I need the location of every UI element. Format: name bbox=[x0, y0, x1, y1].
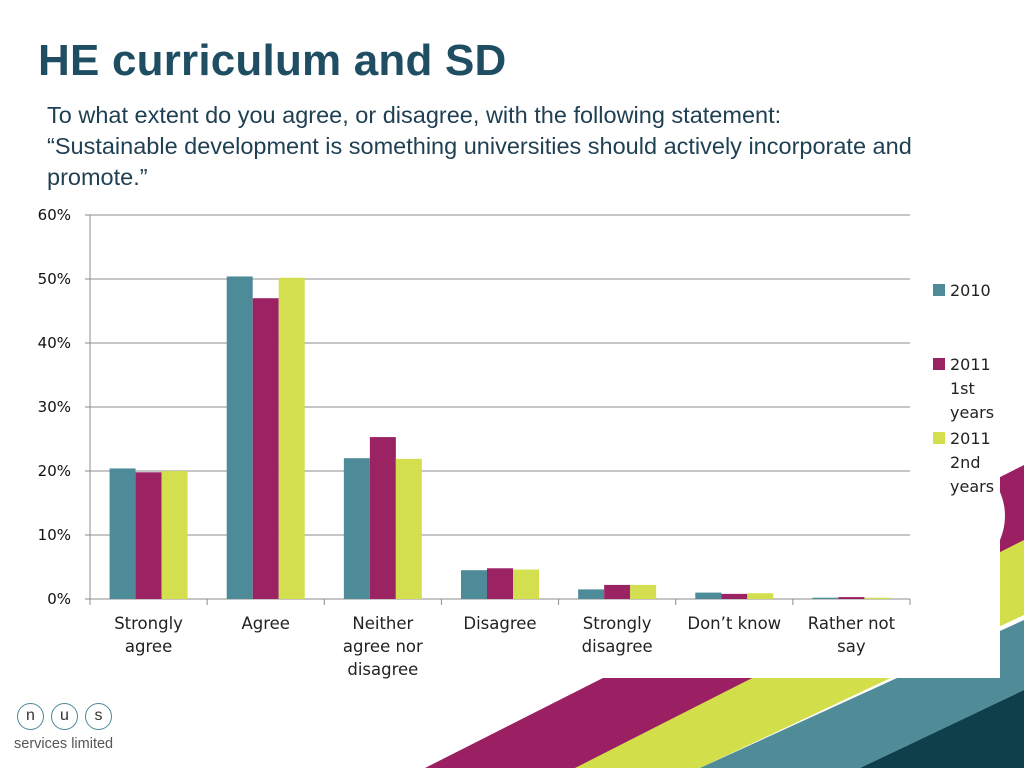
bar bbox=[461, 570, 487, 599]
stripe-dark bbox=[860, 690, 1024, 768]
x-category-label: Agree bbox=[241, 614, 290, 633]
bar bbox=[395, 458, 422, 599]
legend-swatch bbox=[933, 284, 945, 296]
y-tick-label: 0% bbox=[47, 590, 71, 608]
logo-letter-u: u bbox=[51, 703, 78, 730]
bar bbox=[812, 597, 839, 599]
bar bbox=[721, 593, 748, 599]
y-tick-label: 30% bbox=[38, 398, 71, 416]
question-line: “Sustainable development is something un… bbox=[47, 133, 912, 159]
x-category-label: Disagree bbox=[463, 614, 536, 633]
question-line: To what extent do you agree, or disagree… bbox=[47, 102, 782, 128]
page-title: HE curriculum and SD bbox=[38, 36, 507, 85]
bar bbox=[369, 437, 396, 599]
y-tick-label: 50% bbox=[38, 270, 71, 288]
legend-swatch bbox=[933, 432, 945, 444]
x-category-label: Don’t know bbox=[687, 614, 781, 633]
bar bbox=[513, 569, 539, 599]
bar bbox=[747, 593, 774, 599]
y-tick-label: 60% bbox=[38, 206, 71, 224]
bar bbox=[252, 298, 279, 599]
bar bbox=[487, 568, 513, 599]
bar bbox=[161, 471, 188, 599]
bar bbox=[695, 592, 722, 599]
y-tick-label: 20% bbox=[38, 462, 71, 480]
legend-swatch bbox=[933, 358, 945, 370]
logo-letter-n: n bbox=[17, 703, 44, 730]
question-text: To what extent do you agree, or disagree… bbox=[47, 100, 1007, 193]
logo-letter-s: s bbox=[85, 703, 112, 730]
bar bbox=[109, 468, 136, 599]
question-line: promote.” bbox=[47, 164, 148, 190]
bar bbox=[278, 277, 305, 599]
bar bbox=[838, 597, 865, 599]
legend-label: 2011 2nd years bbox=[950, 429, 994, 496]
y-tick-label: 40% bbox=[38, 334, 71, 352]
legend-label: 2010 bbox=[950, 281, 991, 300]
bar bbox=[578, 589, 605, 599]
bar bbox=[343, 458, 370, 599]
bar bbox=[864, 597, 891, 599]
bar bbox=[630, 584, 657, 599]
x-category-label: Strongly disagree bbox=[582, 614, 653, 656]
x-category-label: Strongly agree bbox=[114, 614, 183, 656]
y-tick-label: 10% bbox=[38, 526, 71, 544]
bar bbox=[226, 276, 253, 599]
logo-subtitle: services limited bbox=[14, 736, 114, 752]
x-category-label: Neither agree nor disagree bbox=[343, 614, 423, 679]
x-category-label: Rather not say bbox=[808, 614, 896, 656]
bar bbox=[604, 584, 631, 599]
bar bbox=[135, 472, 162, 599]
panel-curve bbox=[1000, 492, 1005, 540]
legend-label: 2011 1st years bbox=[950, 355, 994, 422]
nus-logo: n u s services limited bbox=[14, 700, 124, 760]
